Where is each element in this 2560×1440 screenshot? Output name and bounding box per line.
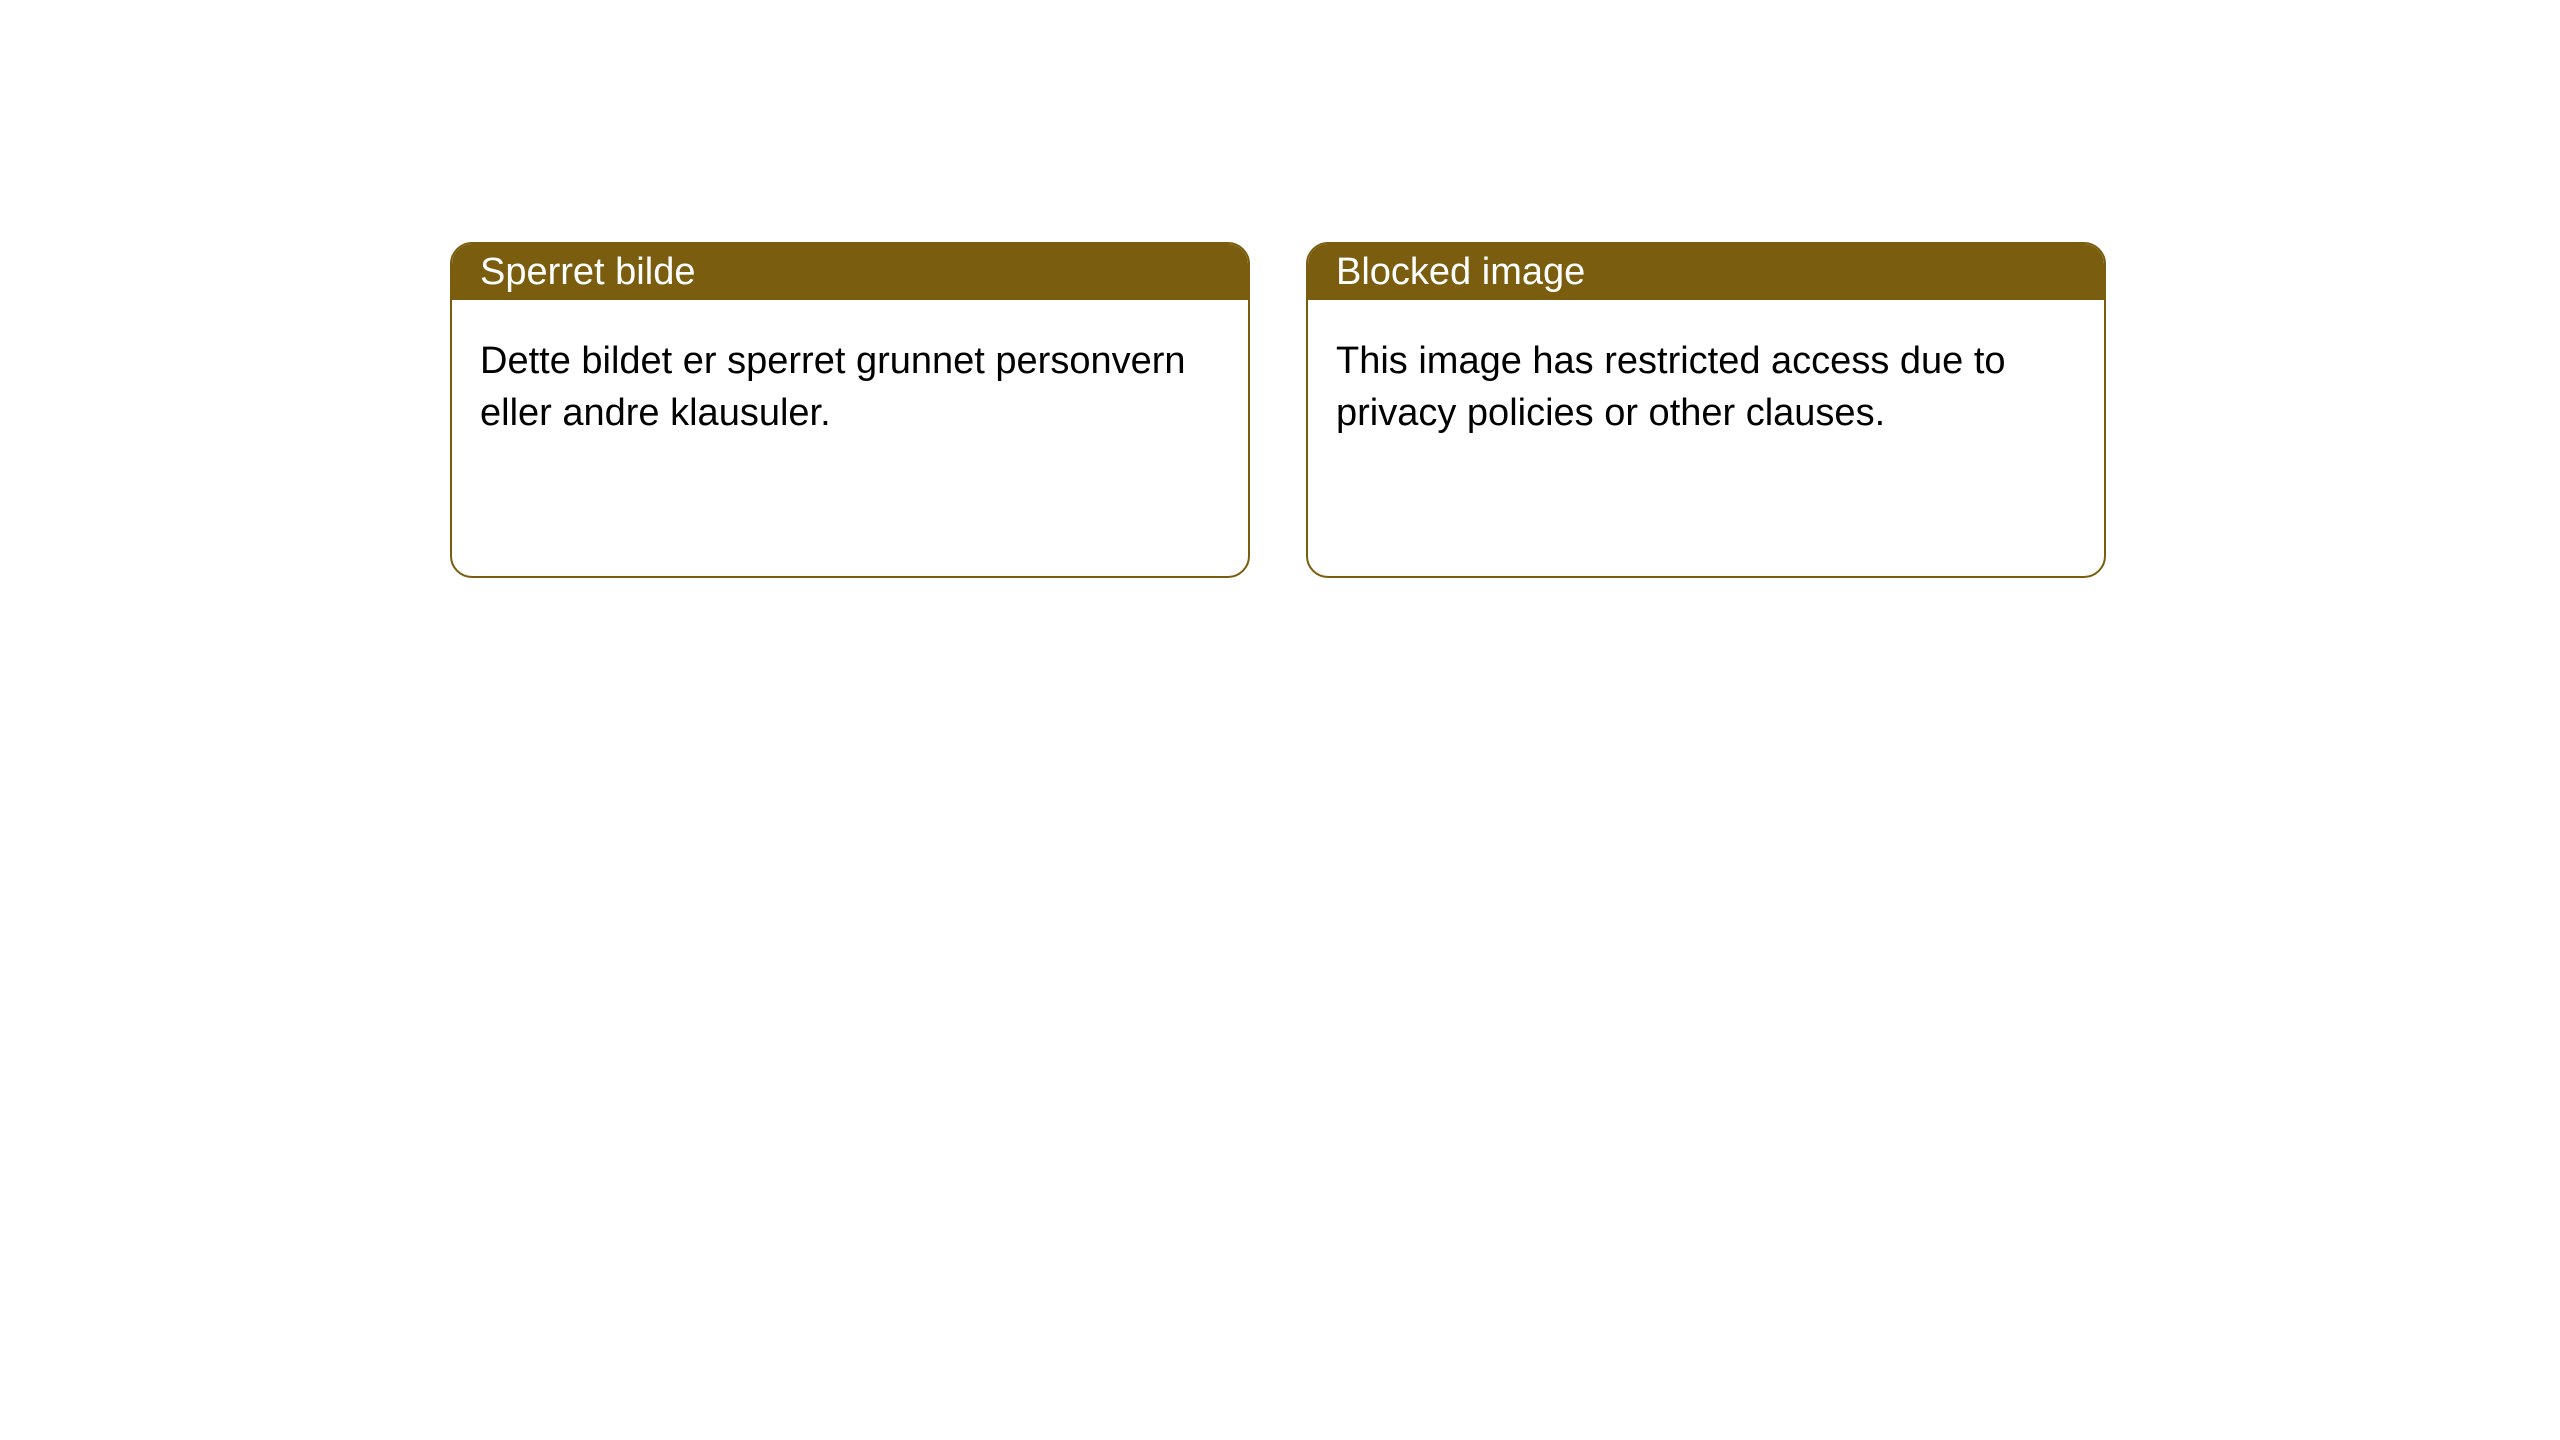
card-title: Blocked image <box>1336 251 1585 294</box>
card-body: Dette bildet er sperret grunnet personve… <box>452 300 1248 475</box>
card-body: This image has restricted access due to … <box>1308 300 2104 475</box>
notice-card-english: Blocked image This image has restricted … <box>1306 242 2106 578</box>
card-title: Sperret bilde <box>480 251 695 294</box>
card-header: Blocked image <box>1308 244 2104 300</box>
card-body-text: This image has restricted access due to … <box>1336 340 2006 434</box>
notice-card-norwegian: Sperret bilde Dette bildet er sperret gr… <box>450 242 1250 578</box>
card-body-text: Dette bildet er sperret grunnet personve… <box>480 340 1186 434</box>
notice-cards-container: Sperret bilde Dette bildet er sperret gr… <box>450 242 2106 578</box>
card-header: Sperret bilde <box>452 244 1248 300</box>
